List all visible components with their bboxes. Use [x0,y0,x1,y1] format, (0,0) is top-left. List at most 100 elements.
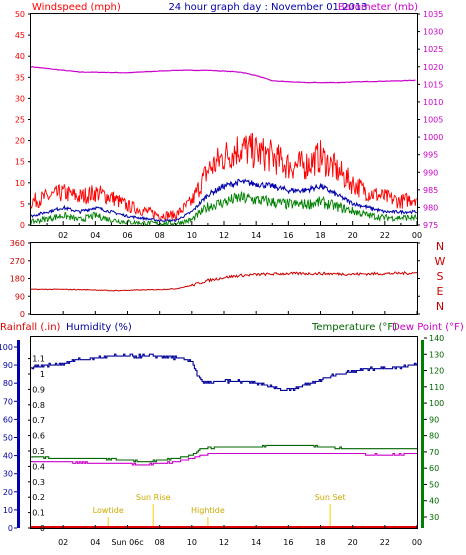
chart-title: 24 hour graph day : November 01 2013 [168,2,367,13]
windspeed-tick-label: 30 [15,94,25,103]
humidity-tick-label: 20 [3,488,13,497]
barometer-line [30,66,416,84]
compass-label: W [435,255,446,268]
barometer-tick-label: 1020 [423,63,443,72]
direction-tick-label: 90 [15,292,25,301]
rain-hum-temp-ticks: 010203040506070809010000.10.20.30.40.50.… [0,334,444,547]
hour-tick-label: 02 [58,538,68,547]
barometer-tick-label: 990 [423,168,438,177]
humidity-tick-label: 100 [0,343,13,352]
windspeed-tick-label: 15 [15,158,25,167]
rainfall-tick-label: 0.3 [32,478,45,487]
windspeed-tick-label: 0 [20,221,25,230]
hour-tick-label: 04 [90,538,100,547]
humidity-tick-label: 60 [3,415,13,424]
humidity-tick-label: 50 [3,434,13,443]
hour-tick-label: 08 [155,538,165,547]
wind-direction-frame [30,242,418,315]
hour-tick-label: 04 [90,231,100,240]
temperature-tick-label: 130 [429,350,444,359]
gust-series [30,132,418,222]
temperature-tick-label: 110 [429,383,444,392]
temperature-tick-label: 60 [429,464,439,473]
windspeed-tick-label: 35 [15,73,25,82]
barometer-tick-label: 985 [423,186,438,195]
windspeed-tick-label: 50 [15,10,25,19]
temperature-line [31,444,417,463]
temperature-tick-label: 40 [429,497,439,506]
humidity-tick-label: 10 [3,506,13,515]
hour-tick-label: 00 [412,231,422,240]
barometer-tick-label: 1015 [423,80,443,89]
hour-tick-label: 16 [283,231,293,240]
direction-tick-label: 270 [10,257,25,266]
humidity-tick-label: 40 [3,452,13,461]
dewpoint-label: Dew Point (°F) [392,322,464,333]
rainfall-tick-label: 0.9 [32,385,45,394]
compass-label: N [436,240,444,253]
hour-tick-label: Sun 06c [111,538,143,547]
humidity-tick-label: 90 [3,361,13,370]
average-wind-series [30,178,418,223]
windspeed-tick-label: 45 [15,31,25,40]
hour-tick-label: 18 [315,538,325,547]
hour-tick-label: 12 [219,231,229,240]
compass-label: N [436,300,444,313]
rainfall-tick-label: 1 [40,370,45,379]
direction-tick-label: 360 [10,239,25,248]
hour-tick-label: 08 [155,231,165,240]
humidity-tick-label: 70 [3,397,13,406]
temperature-axis-bar [421,340,424,528]
temperature-tick-label: 90 [429,415,439,424]
humidity-series [31,353,418,391]
barometer-tick-label: 980 [423,203,438,212]
temperature-tick-label: 50 [429,480,439,489]
rainfall-tick-label: 0.5 [32,447,45,456]
hour-tick-label: 10 [187,231,197,240]
wind-baro-chart: 0510152025303540455097598098599099510001… [15,2,444,240]
barometer-tick-label: 1005 [423,116,443,125]
compass-label: S [437,270,444,283]
temperature-tick-label: 30 [429,513,439,522]
hour-tick-label: 16 [283,538,293,547]
humidity-line [31,353,418,391]
windspeed-tick-label: 40 [15,52,25,61]
annotation-label: Hightide [191,506,225,515]
rainfall-tick-label: 0.6 [32,432,45,441]
barometer-series [30,66,416,84]
barometer-tick-label: 975 [423,221,438,230]
barometer-tick-label: 1025 [423,45,443,54]
temperature-label: Temperature (°F) [311,322,397,333]
barometer-tick-label: 1030 [423,28,443,37]
direction-tick-label: 180 [10,275,25,284]
wind-direction-line [30,270,418,292]
windspeed-line [30,191,418,227]
hour-tick-label: 20 [348,231,358,240]
barometer-tick-label: 995 [423,151,438,160]
humidity-tick-label: 30 [3,470,13,479]
wind-direction-series [30,270,418,292]
hour-tick-label: 22 [380,538,390,547]
hour-tick-label: 10 [187,538,197,547]
hour-tick-label: 22 [380,231,390,240]
rainfall-tick-label: 0.2 [32,493,45,502]
rain-hum-temp-frame [30,336,418,529]
wind-baro-ticks: 0510152025303540455097598098599099510001… [15,10,444,240]
barometer-tick-label: 1035 [423,10,443,19]
humidity-label: Humidity (%) [66,322,132,333]
rainfall-tick-label: 1.1 [32,355,45,364]
annotation-label: Sun Set [315,493,346,502]
hour-tick-label: 02 [58,231,68,240]
hour-tick-label: 14 [251,231,261,240]
windspeed-series [30,191,418,227]
windspeed-tick-label: 25 [15,116,25,125]
windspeed-tick-label: 5 [20,200,25,209]
humidity-tick-label: 80 [3,379,13,388]
rainfall-tick-label: 0.7 [32,416,45,425]
annotation-label: Sun Rise [136,493,171,502]
rainfall-tick-label: 0 [40,524,45,533]
